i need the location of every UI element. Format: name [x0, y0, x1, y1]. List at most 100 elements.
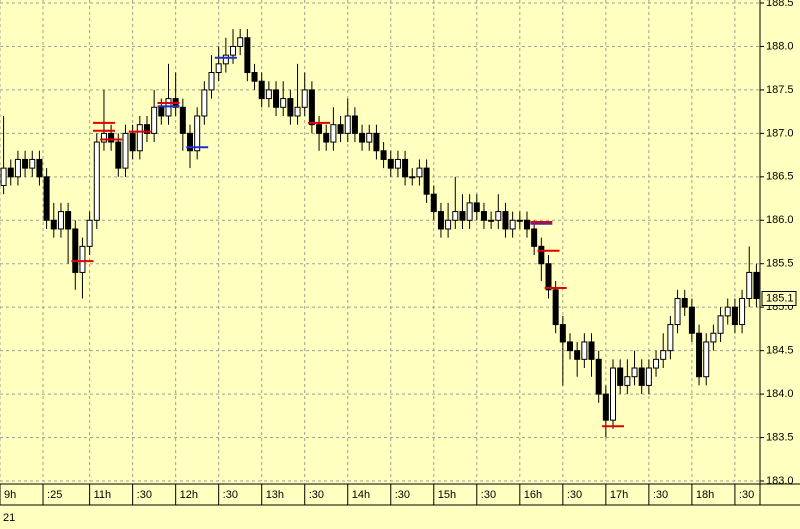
- candle-body: [466, 202, 473, 221]
- candle-body: [316, 124, 323, 134]
- candle-body: [179, 106, 186, 134]
- candle-body: [14, 158, 21, 178]
- date-label: 21: [3, 512, 15, 524]
- candle-body: [402, 158, 409, 178]
- x-tick-label: :30: [481, 489, 496, 501]
- candle-body: [674, 297, 681, 326]
- candle-body: [251, 72, 258, 82]
- candle-body: [660, 350, 667, 360]
- candle-body: [387, 158, 394, 169]
- candle-body: [29, 158, 36, 169]
- candle-body: [416, 167, 423, 178]
- candle-body: [208, 72, 215, 91]
- candle-body: [301, 89, 308, 108]
- x-tick-label: 11h: [94, 489, 112, 501]
- candle-body: [703, 341, 710, 378]
- x-tick-label: :30: [567, 489, 582, 501]
- candle-body: [739, 297, 746, 326]
- candle-body: [0, 167, 7, 187]
- candle-body: [187, 132, 193, 152]
- x-tick-label: :30: [223, 489, 238, 501]
- x-tick-label: :30: [395, 489, 410, 501]
- candle-body: [681, 297, 688, 308]
- candle-body: [79, 245, 86, 273]
- y-tick-label: 183.5: [766, 431, 794, 443]
- last-price-box: [761, 290, 797, 306]
- x-tick-label: 17h: [610, 489, 628, 501]
- candle-body: [65, 211, 72, 230]
- candle-body: [724, 306, 731, 317]
- candle-body: [93, 141, 100, 221]
- candle-body: [430, 193, 437, 213]
- candle-body: [194, 115, 201, 152]
- candle-body: [258, 80, 265, 100]
- candle-body: [330, 124, 337, 143]
- candle-body: [753, 271, 760, 299]
- x-tick-label: :30: [653, 489, 668, 501]
- candle-body: [452, 211, 459, 221]
- candle-body: [158, 106, 165, 117]
- y-tick-label: 188.0: [766, 40, 794, 52]
- candle-body: [731, 306, 738, 326]
- candle-body: [43, 176, 50, 221]
- candle-body: [459, 211, 466, 221]
- candle-body: [394, 158, 401, 169]
- candle-body: [409, 176, 416, 179]
- candle-body: [717, 315, 724, 334]
- candle-body: [36, 158, 43, 178]
- candle-body: [100, 132, 107, 143]
- candle-body: [631, 367, 638, 378]
- y-tick-label: 184.0: [766, 388, 794, 400]
- y-tick-label: 185.5: [766, 258, 794, 270]
- candle-body: [280, 98, 287, 108]
- candle-body: [696, 332, 703, 378]
- candle-body: [480, 211, 487, 221]
- candle-body: [710, 332, 717, 343]
- candle-body: [552, 289, 559, 326]
- y-tick-label: 186.0: [766, 214, 794, 226]
- candle-body: [359, 132, 366, 143]
- candle-body: [237, 37, 244, 47]
- candle-body: [115, 141, 122, 169]
- candle-body: [50, 219, 57, 230]
- x-tick-label: 13h: [266, 489, 284, 501]
- candle-body: [538, 245, 545, 265]
- candle-body: [351, 115, 358, 134]
- candle-body: [509, 219, 516, 230]
- candle-body: [7, 167, 14, 178]
- y-tick-label: 184.5: [766, 345, 794, 357]
- candle-body: [323, 132, 330, 143]
- candle-body: [57, 211, 64, 230]
- candle-body: [595, 358, 602, 395]
- x-tick-label: :30: [739, 489, 754, 501]
- candle-body: [653, 358, 660, 369]
- candle-body: [265, 89, 272, 100]
- candle-body: [22, 158, 29, 169]
- candle-body: [366, 132, 373, 143]
- x-tick-label: 12h: [180, 489, 198, 501]
- y-tick-label: 187.0: [766, 127, 794, 139]
- candle-body: [151, 106, 158, 134]
- candle-body: [244, 37, 251, 74]
- candle-body: [337, 124, 344, 134]
- candle-body: [344, 115, 351, 134]
- candle-body: [287, 98, 294, 117]
- last-price-label: 185.1: [766, 292, 794, 304]
- candle-body: [602, 393, 609, 421]
- candle-body: [516, 219, 523, 222]
- candle-body: [617, 367, 624, 386]
- candle-body: [667, 324, 674, 352]
- x-tick-label: :25: [47, 489, 62, 501]
- candle-body: [473, 202, 480, 213]
- candle-body: [523, 219, 530, 230]
- candle-body: [495, 211, 502, 221]
- x-tick-label: 9h: [4, 489, 16, 501]
- candle-body: [545, 263, 552, 291]
- candle-body: [610, 367, 617, 421]
- x-tick-label: 15h: [438, 489, 456, 501]
- candle-body: [445, 219, 452, 230]
- candle-body: [380, 150, 387, 160]
- candle-body: [215, 63, 222, 74]
